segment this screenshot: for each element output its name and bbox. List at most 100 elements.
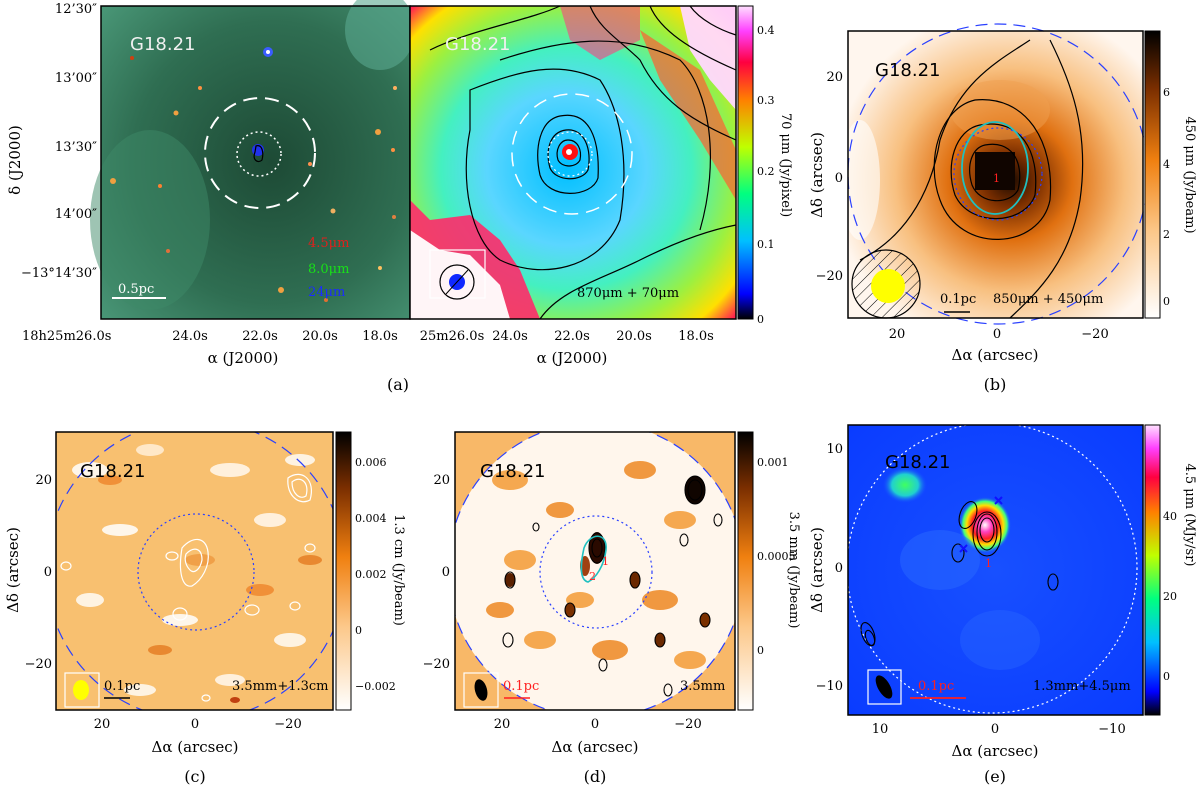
- colorbar-tick: 0: [1163, 295, 1170, 308]
- colorbar-tick: 0.001: [757, 456, 789, 469]
- y-tick: −10: [816, 679, 843, 694]
- colorbar-tick: 0: [1163, 670, 1170, 683]
- x-axis-label: α (J2000): [537, 349, 608, 367]
- colorbar-tick: 40: [1163, 510, 1177, 523]
- core-ellipse: [961, 121, 1029, 215]
- scalebar-label: 0.5pc: [118, 282, 154, 297]
- y-tick: 0: [44, 565, 52, 580]
- x-axis-ticks: 18h25m26.0s 24.0s 22.0s 20.0s 18.0s: [22, 329, 398, 344]
- source-label: G18.21: [445, 34, 510, 55]
- contours-1p3cm: [60, 473, 316, 702]
- source-label: G18.21: [480, 461, 545, 482]
- x-tick: 20: [889, 327, 906, 342]
- colorbar: [737, 5, 754, 320]
- bands-label: 1.3mm+4.5μm: [1033, 679, 1131, 694]
- scalebar-label: 0.1pc: [104, 679, 140, 694]
- colorbar-ticks: 40 20 0: [1163, 510, 1177, 683]
- x-tick: 22.0s: [242, 329, 278, 344]
- bands-label: 850μm + 450μm: [993, 292, 1103, 307]
- y-axis-label: Δδ (arcsec): [808, 132, 826, 218]
- colorbar-tick: 20: [1163, 590, 1177, 603]
- y-axis-ticks: 20 0 −20: [423, 473, 450, 672]
- y-tick: −20: [423, 657, 450, 672]
- source-label: G18.21: [130, 34, 195, 55]
- x-tick: 10: [872, 722, 889, 737]
- colorbar: [1144, 424, 1161, 716]
- colorbar-tick: 0.0005: [757, 550, 796, 563]
- x-tick: 18.0s: [362, 329, 398, 344]
- x-tick: 25m26.0s: [420, 329, 485, 344]
- colorbar-tick: 0: [757, 644, 764, 657]
- y-axis-ticks: 20 0 −20: [816, 70, 843, 284]
- contours-1p3mm: [860, 501, 1059, 647]
- colorbar-ticks: 0.006 0.004 0.002 0 −0.002: [355, 456, 396, 693]
- x-tick: 20: [94, 717, 111, 732]
- y-tick: 13’30″: [55, 140, 97, 155]
- colorbar: [737, 431, 754, 711]
- x-tick: 18h25m26.0s: [22, 329, 111, 344]
- colorbar-tick: 2: [1163, 228, 1170, 241]
- marker-x: [959, 544, 968, 553]
- beam-box: [867, 669, 902, 705]
- x-tick: −20: [274, 717, 301, 732]
- panel-e: 1 0.1pc 1.3mm+4.5μm G18.21 40 20 0 4.5 μ…: [808, 422, 1197, 760]
- legend-8um: 8.0μm: [308, 262, 349, 277]
- colorbar-tick: 0.002: [355, 568, 387, 581]
- colorbar-ticks: 6 4 2 0: [1163, 86, 1170, 308]
- caption-e: (e): [984, 767, 1006, 786]
- source-label: G18.21: [875, 60, 940, 81]
- star-field: [110, 47, 397, 302]
- colorbar-label: 1.3 cm (Jy/beam): [391, 514, 406, 626]
- beam-box: [429, 249, 486, 299]
- panel-c: 0.1pc 3.5mm+1.3cm G18.21 0.006 0.004 0.0…: [4, 431, 406, 756]
- x-tick: −20: [1081, 327, 1108, 342]
- x-axis-ticks: 20 0 −20: [94, 717, 302, 732]
- source-label: G18.21: [80, 461, 145, 482]
- x-axis-label: Δα (arcsec): [552, 738, 639, 756]
- core-label: 1: [993, 172, 1000, 185]
- noise-blobs: [72, 444, 322, 703]
- caption-a: (a): [387, 375, 409, 394]
- colorbar-label: 70 μm (Jy/pixel): [778, 113, 793, 217]
- contours-850um: [859, 39, 1084, 319]
- panel-a-left: G18.21 4.5μm 8.0μm 24μm 0.5pc 12’30″ 13’…: [6, 0, 415, 367]
- x-tick: 22.0s: [554, 329, 590, 344]
- aperture-circle: [204, 97, 316, 209]
- y-tick: 20: [826, 70, 843, 85]
- x-tick: 0: [993, 327, 1001, 342]
- beam-box: [463, 672, 499, 708]
- x-axis-ticks: 25m26.0s 24.0s 22.0s 20.0s 18.0s: [420, 329, 714, 344]
- y-tick: 12’30″: [55, 2, 97, 17]
- y-tick: 20: [35, 473, 52, 488]
- y-tick: 10: [826, 442, 843, 457]
- colorbar-tick: 6: [1163, 86, 1170, 99]
- x-axis-ticks: 20 0 −20: [494, 717, 702, 732]
- scalebar-label: 0.1pc: [940, 292, 976, 307]
- core-contour: [580, 535, 607, 583]
- colorbar-ticks: 0.4 0.3 0.2 0.1 0: [757, 24, 775, 326]
- core-label: 1: [985, 557, 992, 570]
- y-tick: −20: [816, 269, 843, 284]
- x-axis-ticks: 10 0 −10: [872, 722, 1126, 737]
- y-tick: 0: [835, 561, 843, 576]
- colorbar-label: 450 μm (Jy/beam): [1182, 116, 1197, 233]
- colorbar-tick: 4: [1163, 158, 1170, 171]
- y-axis-ticks: 20 0 −20: [25, 473, 52, 672]
- y-axis-ticks: 12’30″ 13’00″ 13’30″ 14’00″ −13°14’30″: [21, 2, 97, 281]
- x-tick: −10: [1098, 722, 1125, 737]
- colorbar-ticks: 0.001 0.0005 0: [757, 456, 796, 657]
- x-axis-label: Δα (arcsec): [952, 742, 1039, 760]
- x-tick: 0: [591, 717, 599, 732]
- colorbar: [1144, 30, 1161, 319]
- colorbar-tick: 0: [757, 313, 764, 326]
- panel-a-right: G18.21 870μm + 70μm 0.4 0.3 0.2 0.1 0 70…: [409, 5, 793, 367]
- bands-label: 3.5mm: [680, 679, 725, 694]
- colorbar-tick: 0: [355, 624, 362, 637]
- legend-4p5um: 4.5μm: [308, 236, 349, 251]
- panel-d: 1 2 0.1pc 3.5mm G18.21 0.001 0.0005 0 3.…: [423, 431, 801, 756]
- contours-3p5mm: [502, 475, 723, 697]
- x-tick: −20: [674, 717, 701, 732]
- bands-label: 3.5mm+1.3cm: [232, 679, 329, 694]
- scalebar-label: 0.1pc: [503, 679, 539, 694]
